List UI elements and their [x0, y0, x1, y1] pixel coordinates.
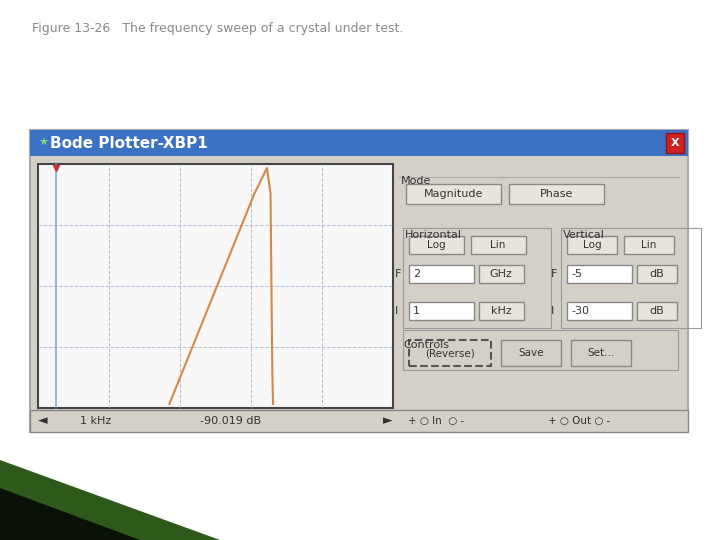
Text: Horizontal: Horizontal — [405, 230, 462, 240]
Text: dB: dB — [649, 269, 665, 279]
Bar — [666, 133, 684, 153]
Text: X: X — [671, 138, 679, 148]
Bar — [38, 164, 393, 408]
Text: + ○ Out ○ -: + ○ Out ○ - — [548, 416, 611, 426]
Bar — [501, 340, 561, 366]
Text: -5: -5 — [571, 269, 582, 279]
Text: Lin: Lin — [490, 240, 505, 250]
Text: Log: Log — [427, 240, 445, 250]
Bar — [561, 228, 701, 328]
Text: I: I — [551, 306, 554, 316]
Text: Phase: Phase — [540, 189, 573, 199]
Text: kHz: kHz — [490, 306, 511, 316]
Bar — [567, 236, 617, 254]
Text: Magnitude: Magnitude — [424, 189, 483, 199]
Bar — [403, 228, 551, 328]
Bar — [403, 330, 678, 370]
Polygon shape — [0, 460, 220, 540]
Bar — [479, 265, 524, 283]
Bar — [409, 302, 474, 320]
Text: Lin: Lin — [642, 240, 657, 250]
Text: 1 kHz: 1 kHz — [80, 416, 112, 426]
Text: Log: Log — [582, 240, 601, 250]
Text: Controls: Controls — [403, 340, 449, 350]
Text: F: F — [551, 269, 557, 279]
Text: 2: 2 — [413, 269, 420, 279]
Bar — [479, 302, 524, 320]
Text: 1: 1 — [413, 306, 420, 316]
Bar — [30, 410, 688, 432]
Bar — [637, 265, 677, 283]
Text: GHz: GHz — [490, 269, 513, 279]
Text: ►: ► — [383, 415, 392, 428]
Text: (Reverse): (Reverse) — [425, 348, 475, 358]
Text: -30: -30 — [571, 306, 589, 316]
Text: ◄: ◄ — [38, 415, 48, 428]
Bar — [30, 130, 688, 156]
Text: Bode Plotter-XBP1: Bode Plotter-XBP1 — [50, 136, 208, 151]
Bar — [567, 265, 632, 283]
Polygon shape — [0, 488, 140, 540]
Bar — [471, 236, 526, 254]
Bar — [567, 302, 632, 320]
Text: -90.019 dB: -90.019 dB — [200, 416, 261, 426]
Text: Figure 13-26   The frequency sweep of a crystal under test.: Figure 13-26 The frequency sweep of a cr… — [32, 22, 403, 35]
Bar — [406, 184, 501, 204]
Text: Set...: Set... — [588, 348, 615, 358]
Text: I: I — [395, 306, 398, 316]
Text: Vertical: Vertical — [563, 230, 605, 240]
Text: Mode: Mode — [401, 176, 431, 186]
Text: ★: ★ — [38, 138, 48, 148]
Text: Save: Save — [518, 348, 544, 358]
Text: + ○ In  ○ -: + ○ In ○ - — [408, 416, 464, 426]
Bar — [624, 236, 674, 254]
Text: F: F — [395, 269, 401, 279]
Bar — [409, 265, 474, 283]
Bar — [30, 130, 688, 432]
Bar — [409, 236, 464, 254]
Text: dB: dB — [649, 306, 665, 316]
Bar — [571, 340, 631, 366]
Bar — [637, 302, 677, 320]
Bar — [409, 340, 491, 366]
Bar — [509, 184, 604, 204]
